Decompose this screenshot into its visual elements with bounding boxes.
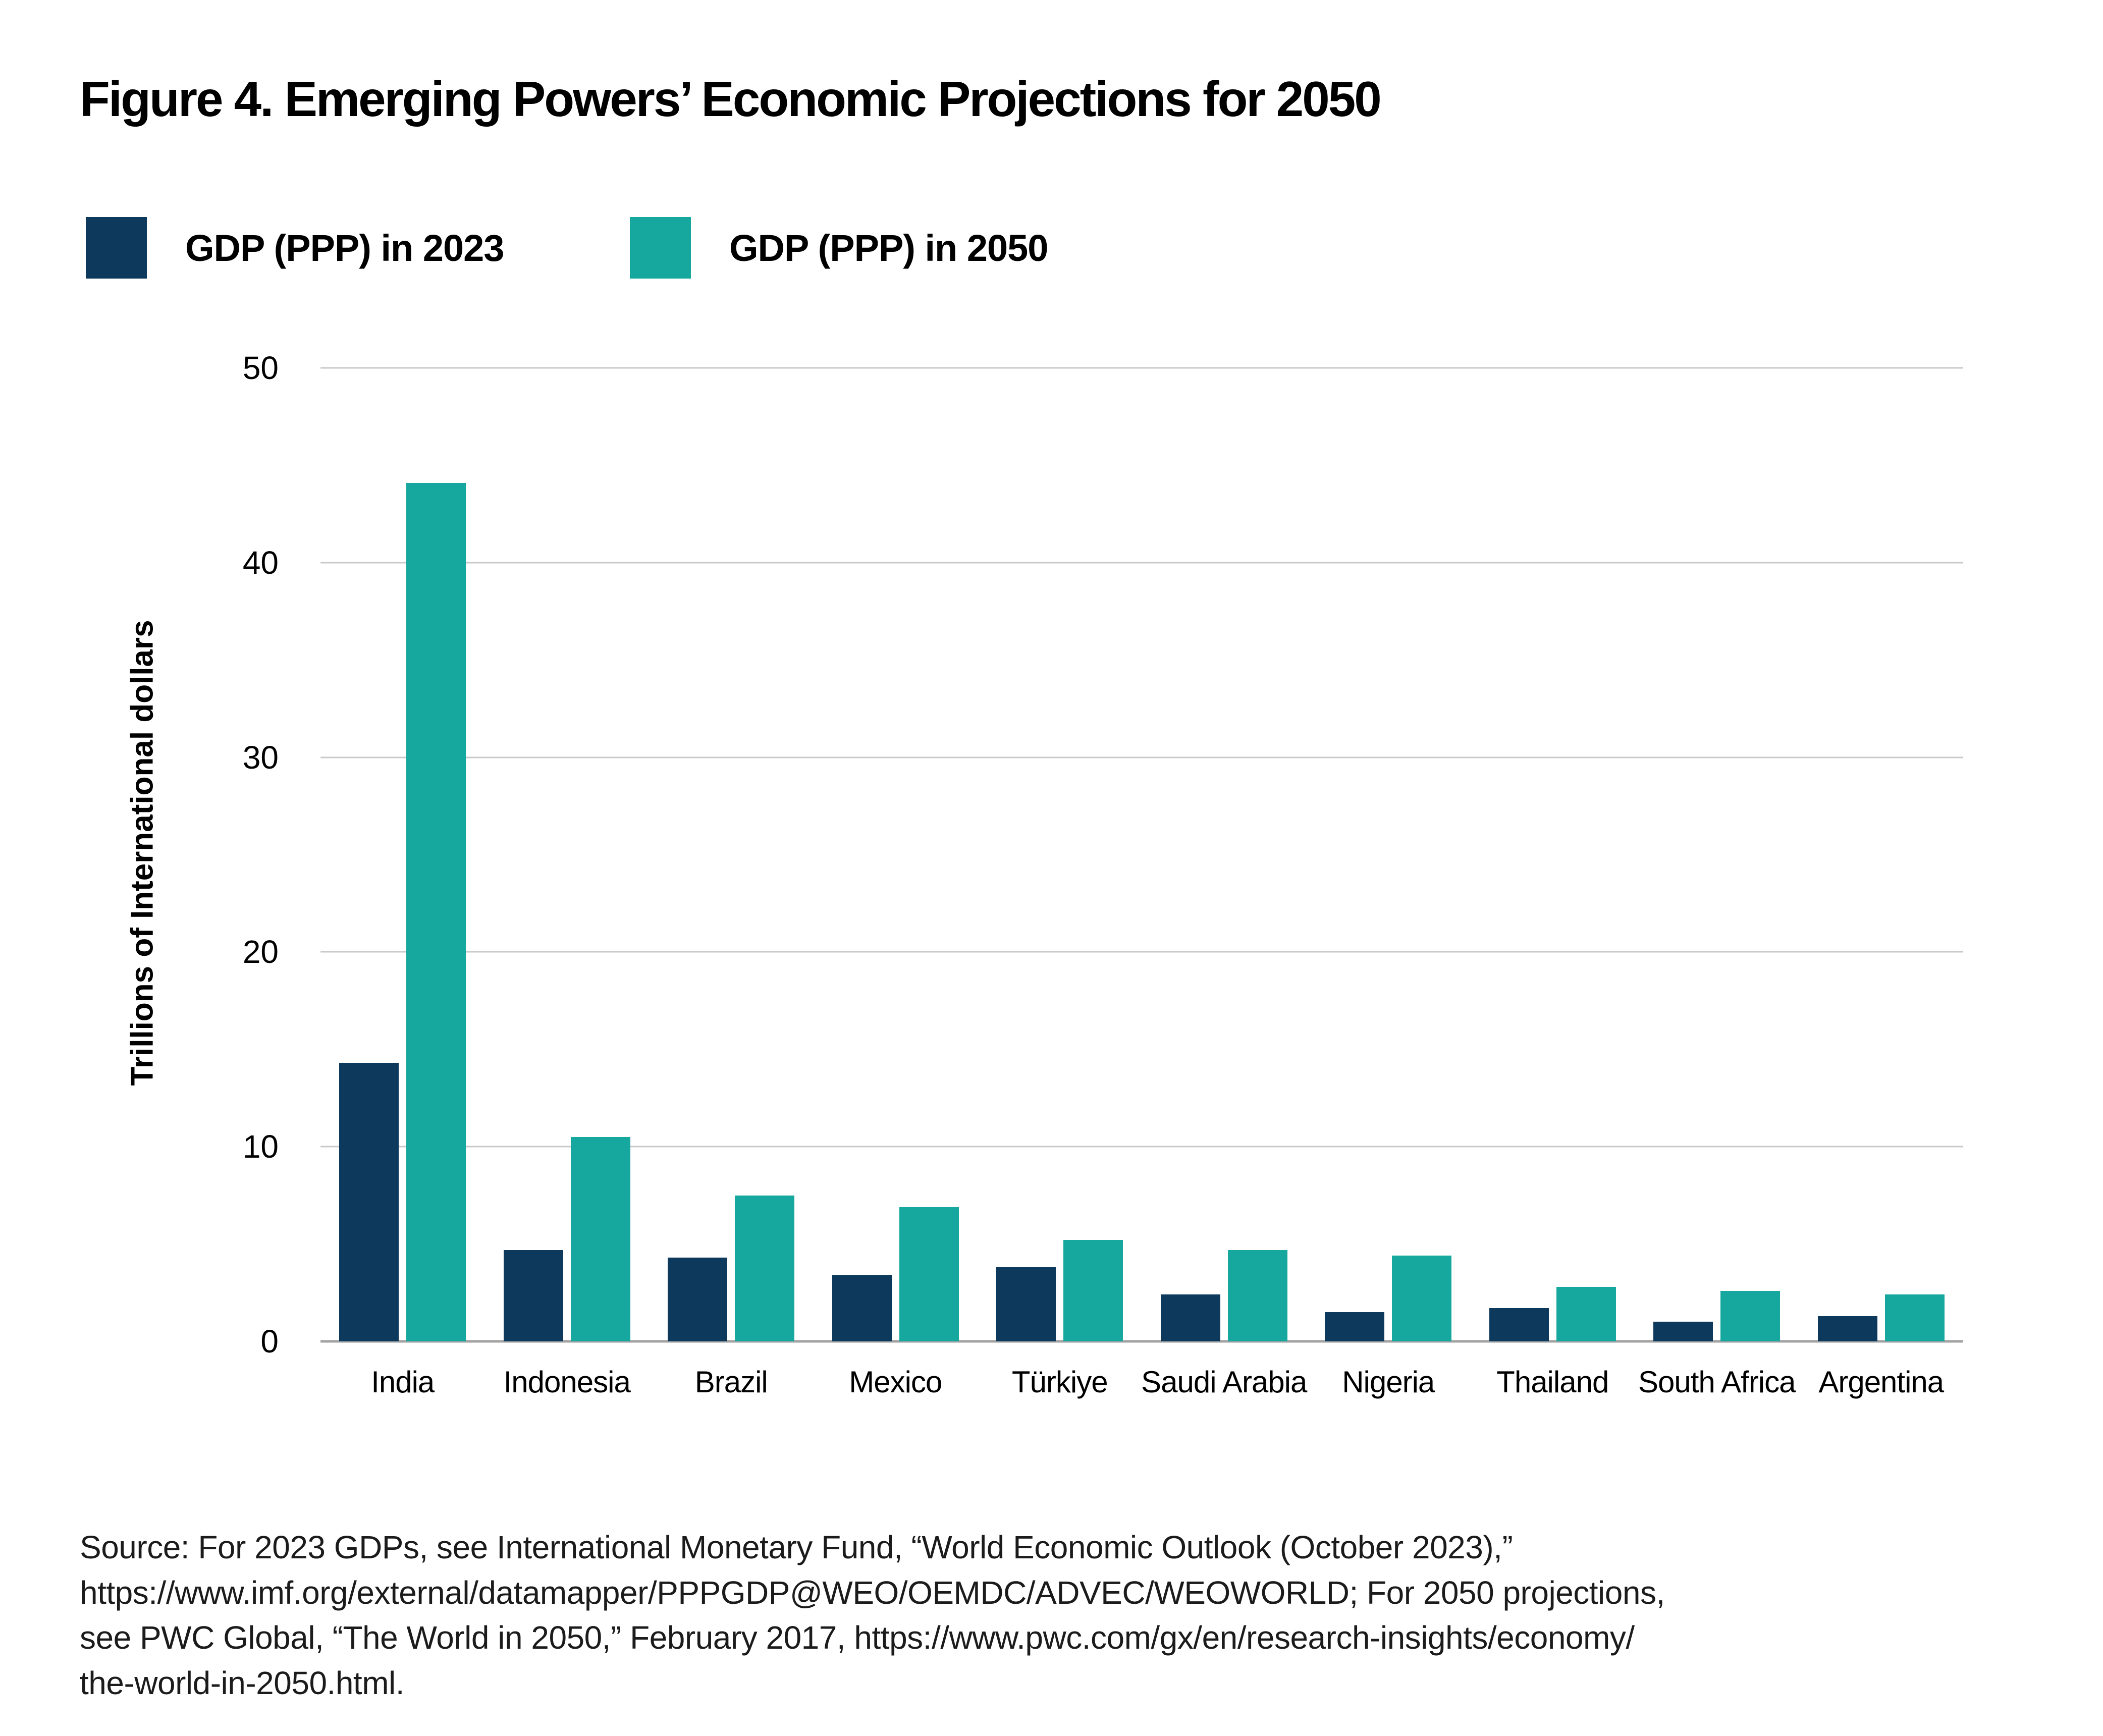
bar-group-nigeria: Nigeria	[1325, 368, 1452, 1399]
bar-2023-mexico	[832, 1275, 892, 1341]
plot-area: India Indonesia Brazil Mexico Türkiye Saudi A…	[243, 352, 1963, 1399]
x-axis-label-india: India	[371, 1365, 435, 1399]
bar-2023-indonesia	[503, 1250, 563, 1341]
x-axis-label-brazil: Brazil	[694, 1365, 768, 1399]
legend-label-2050: GDP (PPP) in 2050	[729, 227, 1048, 269]
bar-group-indonesia: Indonesia	[503, 368, 631, 1399]
x-axis-label-indonesia: Indonesia	[503, 1365, 631, 1399]
legend-swatch-2050	[630, 217, 691, 279]
y-tick-label-30: 30	[242, 739, 279, 776]
x-axis-baseline	[320, 1340, 1963, 1343]
x-axis-label-saudi-arabia: Saudi Arabia	[1141, 1365, 1307, 1399]
source-note: Source: For 2023 GDPs, see International…	[80, 1529, 1665, 1701]
gridline-y-10	[320, 1146, 1963, 1148]
bar-group-thailand: Thailand	[1489, 368, 1616, 1399]
bar-2050-south-africa	[1720, 1290, 1781, 1341]
bar-2050-türkiye	[1063, 1240, 1123, 1341]
bar-group-türkiye: Türkiye	[996, 368, 1123, 1399]
bar-groups-container: India Indonesia Brazil Mexico Türkiye Saudi A…	[320, 368, 1963, 1399]
y-tick-label-10: 10	[242, 1128, 279, 1165]
bar-2023-brazil	[668, 1258, 728, 1341]
gridline-y-40	[320, 562, 1963, 564]
bar-2050-argentina	[1884, 1294, 1945, 1341]
bar-2023-türkiye	[996, 1267, 1056, 1341]
y-tick-label-40: 40	[242, 544, 279, 581]
y-tick-label-0: 0	[260, 1323, 279, 1360]
bar-2050-saudi-arabia	[1227, 1250, 1287, 1341]
bar-2023-argentina	[1817, 1316, 1877, 1341]
x-axis-label-mexico: Mexico	[849, 1365, 942, 1399]
x-axis-label-south-africa: South Africa	[1638, 1365, 1796, 1399]
legend-item-2023: GDP (PPP) in 2023	[86, 217, 504, 279]
bar-group-saudi-arabia: Saudi Arabia	[1141, 368, 1307, 1399]
bar-group-argentina: Argentina	[1817, 368, 1945, 1399]
x-axis-label-thailand: Thailand	[1496, 1365, 1609, 1399]
gridline-y-20	[320, 951, 1963, 953]
bar-2050-nigeria	[1392, 1256, 1452, 1341]
bar-2050-mexico	[899, 1207, 959, 1341]
y-axis-title: Trillions of International dollars	[125, 620, 160, 1086]
legend-label-2023: GDP (PPP) in 2023	[185, 227, 504, 269]
bar-2023-saudi-arabia	[1160, 1294, 1220, 1341]
bar-2050-brazil	[735, 1195, 795, 1341]
bar-2050-indonesia	[570, 1136, 630, 1341]
figure-title: Figure 4. Emerging Powers’ Economic Proj…	[80, 71, 1382, 127]
y-tick-label-20: 20	[242, 934, 279, 970]
bar-2023-south-africa	[1653, 1322, 1713, 1341]
bar-group-mexico: Mexico	[832, 368, 959, 1399]
legend-swatch-2023	[86, 217, 147, 279]
bar-group-south-africa: South Africa	[1638, 368, 1796, 1399]
bar-2050-thailand	[1556, 1286, 1616, 1341]
x-axis-label-argentina: Argentina	[1818, 1365, 1944, 1399]
y-tick-label-50: 50	[242, 350, 279, 386]
x-axis-label-nigeria: Nigeria	[1342, 1365, 1435, 1399]
bar-2023-thailand	[1489, 1308, 1549, 1341]
gridline-y-30	[320, 756, 1963, 758]
legend-item-2050: GDP (PPP) in 2050	[630, 217, 1048, 279]
bar-2023-nigeria	[1325, 1312, 1385, 1341]
bar-2023-india	[339, 1063, 399, 1341]
bar-group-brazil: Brazil	[668, 368, 795, 1399]
gridline-y-50	[320, 367, 1963, 369]
x-axis-label-türkiye: Türkiye	[1011, 1365, 1108, 1399]
bar-group-india: India	[339, 368, 466, 1399]
bar-2050-india	[406, 482, 466, 1341]
